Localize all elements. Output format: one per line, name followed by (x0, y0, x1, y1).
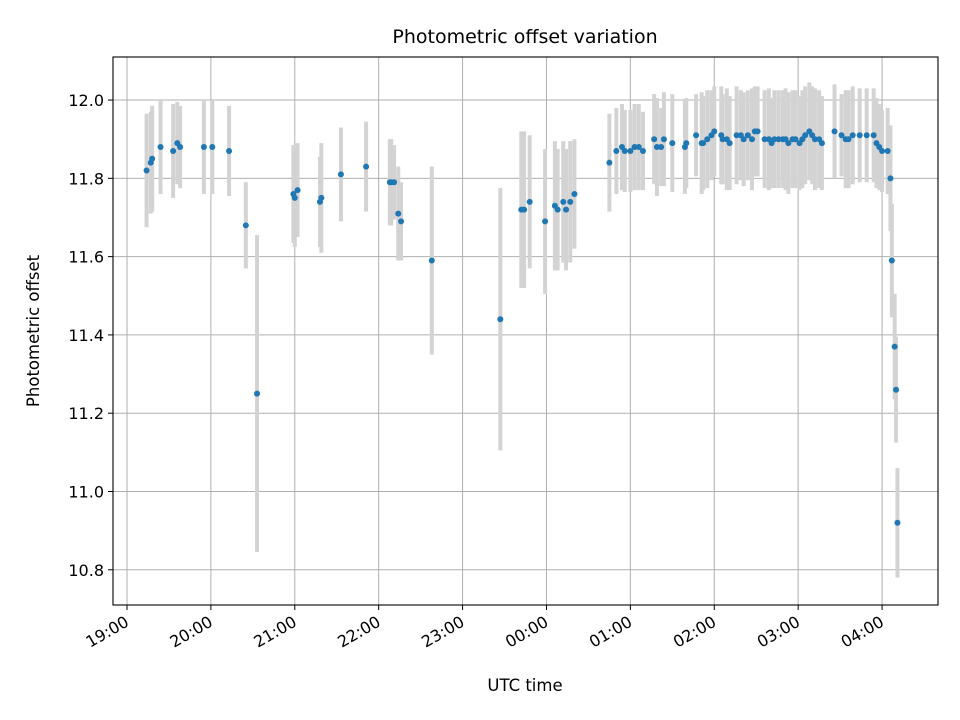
data-point (726, 140, 733, 147)
y-tick-label: 11.0 (68, 482, 104, 501)
data-points (143, 128, 901, 526)
data-point (749, 136, 756, 143)
data-point (719, 136, 726, 143)
data-point (291, 194, 298, 201)
data-point (888, 257, 895, 264)
data-point (660, 136, 667, 143)
y-tick-label: 11.4 (68, 326, 104, 345)
data-point (170, 147, 177, 154)
data-point (693, 132, 700, 139)
data-point (744, 132, 751, 139)
data-point (785, 140, 792, 147)
y-axis: 10.8 11.0 11.2 11.4 11.6 11.8 12.0 (68, 91, 113, 580)
data-point (733, 132, 740, 139)
data-point (497, 316, 504, 323)
data-point (870, 132, 877, 139)
data-point (560, 198, 567, 205)
data-point (740, 136, 747, 143)
data-point (606, 159, 613, 166)
data-point (209, 144, 216, 151)
data-point (542, 218, 549, 225)
chart-title: Photometric offset variation (392, 26, 657, 48)
data-point (651, 136, 658, 143)
data-point (226, 147, 233, 154)
data-point (391, 179, 398, 186)
data-point (711, 128, 718, 135)
data-point (653, 144, 660, 151)
data-point (363, 163, 370, 170)
data-point (775, 136, 782, 143)
data-point (639, 147, 646, 154)
data-point (554, 206, 561, 213)
data-point (831, 128, 838, 135)
data-point (893, 386, 900, 393)
data-point (863, 132, 870, 139)
data-point (200, 144, 207, 151)
data-point (856, 132, 863, 139)
data-point (894, 519, 901, 526)
data-point (428, 257, 435, 264)
data-point (754, 128, 761, 135)
data-point (761, 136, 768, 143)
data-point (627, 147, 634, 154)
data-point (884, 147, 891, 154)
data-point (395, 210, 402, 217)
data-point (891, 343, 898, 350)
data-point (337, 171, 344, 178)
data-point (631, 144, 638, 151)
data-point (567, 198, 574, 205)
data-point (792, 136, 799, 143)
data-point (704, 136, 711, 143)
data-point (563, 206, 570, 213)
data-point (818, 140, 825, 147)
data-point (635, 144, 642, 151)
data-point (811, 136, 818, 143)
data-point (683, 140, 690, 147)
data-point (849, 132, 856, 139)
data-point (177, 144, 184, 151)
data-point (149, 155, 156, 162)
data-point (621, 147, 628, 154)
data-point (157, 144, 164, 151)
data-point (845, 136, 852, 143)
data-point (242, 222, 249, 229)
y-tick-label: 11.2 (68, 404, 104, 423)
x-axis-title: UTC time (487, 676, 562, 695)
data-point (571, 191, 578, 197)
data-point (254, 390, 261, 397)
data-point (521, 206, 528, 213)
y-tick-label: 10.8 (68, 561, 104, 580)
data-point (526, 198, 533, 205)
data-point (143, 167, 150, 174)
data-point (294, 187, 301, 194)
data-point (771, 136, 778, 143)
plot-frame (112, 56, 939, 606)
data-point (613, 147, 620, 154)
data-point (879, 147, 886, 154)
data-point (838, 132, 845, 139)
data-point (700, 140, 707, 147)
data-point (398, 218, 405, 225)
y-tick-label: 11.8 (68, 169, 104, 188)
data-point (318, 194, 325, 201)
y-tick-label: 12.0 (68, 91, 104, 110)
y-axis-title: Photometric offset (24, 254, 43, 407)
data-point (669, 140, 676, 147)
data-point (887, 175, 894, 182)
y-tick-label: 11.6 (68, 248, 104, 267)
data-point (802, 132, 809, 139)
data-point (658, 144, 665, 151)
